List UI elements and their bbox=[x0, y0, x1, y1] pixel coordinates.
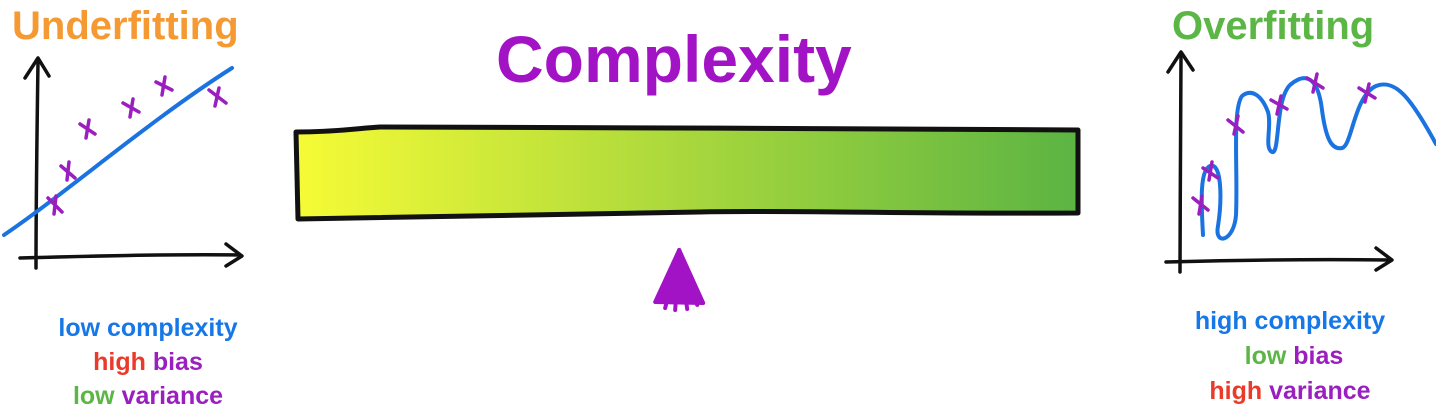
data-point bbox=[1305, 72, 1325, 94]
caption-text: bias bbox=[1286, 342, 1344, 370]
complexity-pointer bbox=[653, 248, 706, 312]
data-point bbox=[46, 194, 64, 216]
data-point bbox=[1191, 194, 1210, 216]
overfitting-axes bbox=[1164, 50, 1394, 274]
caption-text: high bbox=[1209, 377, 1263, 405]
underfitting-axes bbox=[18, 56, 244, 270]
caption-text: low complexity bbox=[58, 314, 238, 342]
underfitting-fit-line bbox=[2, 66, 234, 237]
caption-text: high bbox=[93, 348, 146, 376]
caption-line: high bias bbox=[58, 350, 237, 375]
overfitting-data-points bbox=[1191, 72, 1377, 216]
caption-text: variance bbox=[114, 382, 224, 410]
data-point bbox=[78, 118, 97, 140]
data-point bbox=[1357, 82, 1377, 104]
caption-text: high complexity bbox=[1194, 307, 1386, 335]
overfitting-title: Overfitting bbox=[1172, 4, 1375, 48]
data-point bbox=[59, 160, 77, 182]
caption-text: bias bbox=[145, 348, 203, 376]
caption-text: variance bbox=[1262, 377, 1371, 405]
underfitting-plot bbox=[2, 56, 244, 270]
caption-text: low bbox=[72, 382, 115, 410]
overfitting-fit-curve bbox=[1199, 76, 1436, 241]
caption-text: low bbox=[1244, 342, 1287, 370]
caption-line: low bias bbox=[1195, 344, 1385, 369]
data-point bbox=[207, 86, 228, 108]
underfitting-title: Underfitting bbox=[12, 4, 239, 48]
overfitting-caption: high complexity low bias high variance bbox=[1195, 309, 1385, 404]
caption-line: low complexity bbox=[58, 316, 237, 341]
data-point bbox=[1269, 94, 1289, 116]
complexity-title: Complexity bbox=[496, 22, 852, 96]
underfitting-caption: low complexity high bias low variance bbox=[58, 316, 237, 409]
overfitting-plot bbox=[1164, 50, 1436, 274]
caption-line: high complexity bbox=[1195, 309, 1385, 334]
data-point bbox=[154, 75, 174, 97]
caption-line: high variance bbox=[1195, 379, 1385, 404]
data-point bbox=[121, 97, 141, 119]
data-point bbox=[1226, 114, 1245, 136]
complexity-bar bbox=[293, 124, 1081, 222]
data-point bbox=[1201, 160, 1220, 182]
underfitting-data-points bbox=[46, 75, 228, 216]
caption-line: low variance bbox=[58, 384, 237, 409]
